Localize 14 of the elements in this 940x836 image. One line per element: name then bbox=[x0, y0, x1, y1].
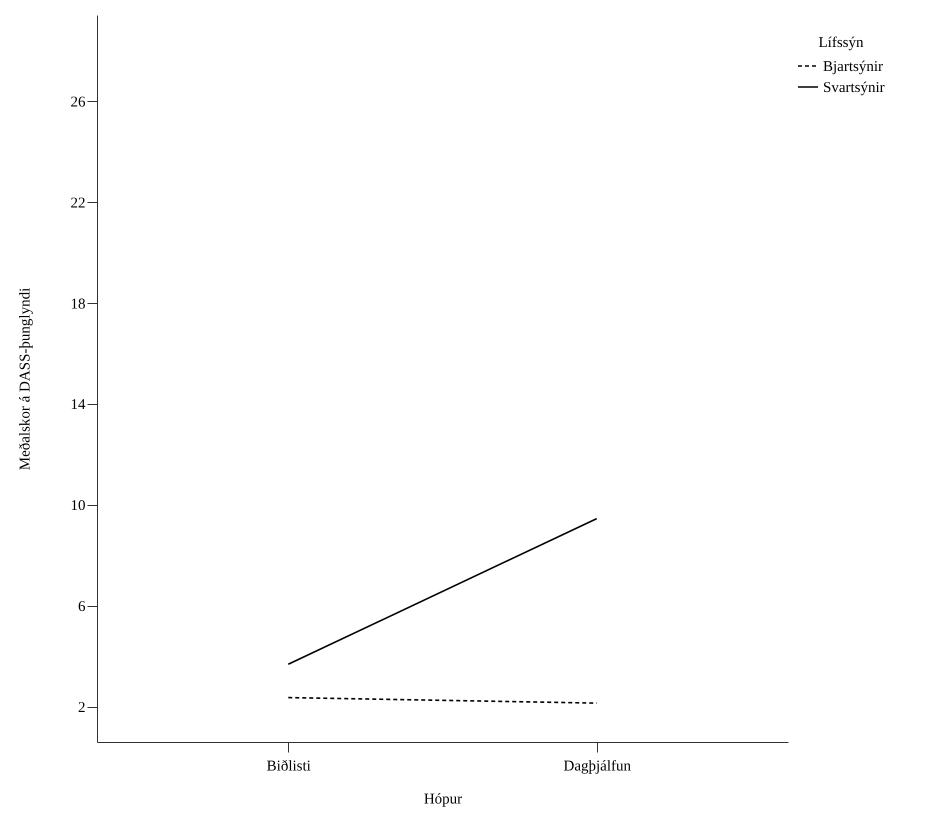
y-tick-label: 26 bbox=[70, 94, 86, 110]
x-axis-title: Hópur bbox=[424, 792, 462, 808]
legend-label: Bjartsýnir bbox=[823, 59, 883, 75]
y-axis-title: Meðalskor á DASS-þunglyndi bbox=[18, 288, 34, 470]
legend-label: Svartsýnir bbox=[823, 80, 885, 96]
x-tick-label: Dagþjálfun bbox=[564, 758, 632, 774]
y-tick-label: 10 bbox=[70, 498, 86, 514]
x-tick-label: Biðlisti bbox=[266, 758, 311, 774]
y-tick-label: 18 bbox=[70, 296, 86, 312]
legend-title: Lífssýn bbox=[818, 35, 864, 51]
y-tick-label: 2 bbox=[78, 700, 86, 716]
y-tick-label: 14 bbox=[70, 397, 86, 414]
y-tick-label: 22 bbox=[70, 195, 86, 212]
y-tick-label: 6 bbox=[78, 599, 86, 616]
